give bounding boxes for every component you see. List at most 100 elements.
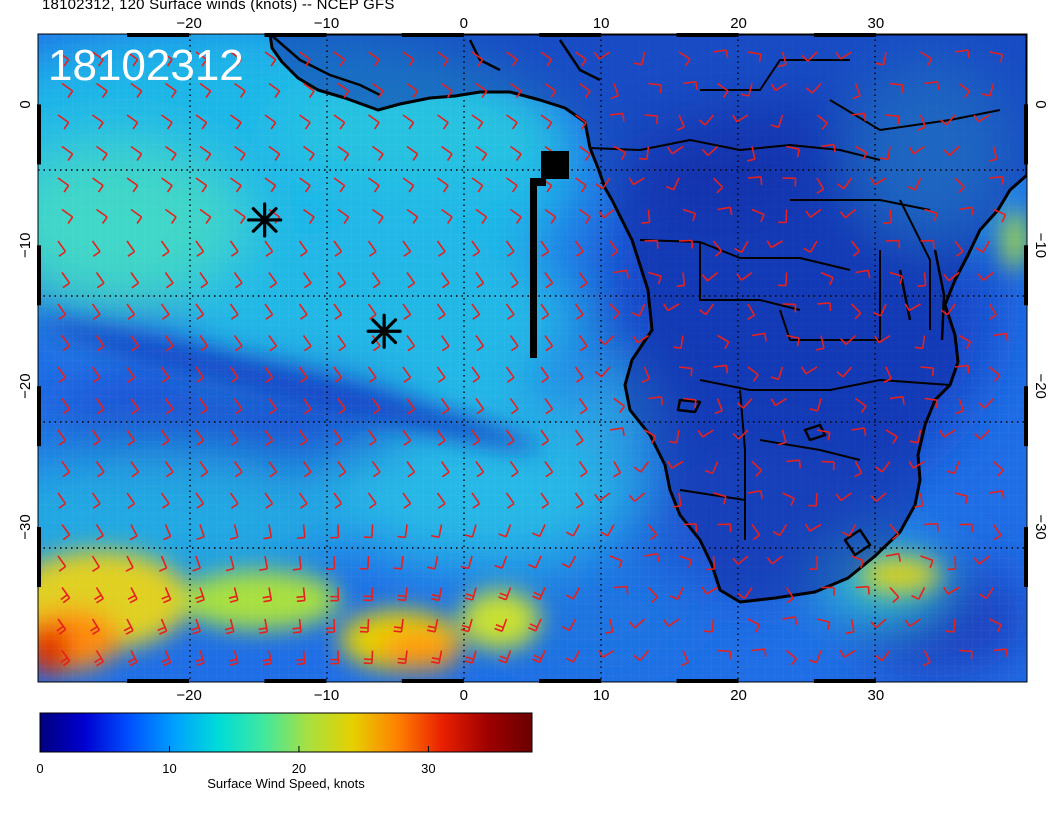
- wind-barb: [678, 366, 693, 377]
- wind-barb: [908, 460, 925, 469]
- wind-barb: [464, 650, 477, 664]
- wind-barb: [544, 208, 557, 224]
- wind-barb: [920, 51, 933, 67]
- wind-barb: [778, 51, 787, 68]
- wind-barb: [732, 555, 749, 565]
- wind-barb: [669, 587, 684, 601]
- wind-barb: [164, 335, 174, 352]
- wind-barb: [509, 461, 519, 478]
- wind-barb: [751, 460, 763, 477]
- wind-barb: [371, 461, 381, 478]
- wind-barb: [130, 82, 143, 98]
- colorbar-label: Surface Wind Speed, knots: [207, 776, 365, 791]
- wind-barb: [333, 240, 343, 257]
- wind-barb: [648, 82, 663, 94]
- wind-barb: [61, 398, 71, 415]
- wind-barb: [505, 303, 515, 320]
- frame-tick-left: [37, 104, 41, 165]
- wind-barb: [475, 145, 488, 161]
- lon-tick-label-top: −10: [314, 15, 339, 32]
- frame-tick-top: [264, 33, 327, 37]
- wind-barb: [161, 51, 173, 67]
- wind-barb: [57, 177, 70, 193]
- wind-barb: [920, 366, 935, 377]
- wind-barb: [737, 587, 753, 599]
- wind-barb: [638, 146, 650, 161]
- wind-barb: [262, 587, 273, 603]
- wind-barb: [855, 145, 868, 161]
- wind-barb: [475, 208, 488, 224]
- lon-labels-top: −20 −10 0 10 20 30: [176, 15, 884, 32]
- wind-barb: [157, 618, 168, 635]
- wind-barb: [667, 460, 684, 469]
- wind-barb: [402, 240, 412, 257]
- wind-barb: [736, 397, 753, 409]
- wind-barb: [263, 524, 273, 540]
- wind-barb: [471, 492, 481, 509]
- wind-barb: [228, 587, 239, 603]
- wind-barb: [199, 272, 209, 289]
- wind-barb: [575, 114, 587, 130]
- wind-barb: [426, 618, 439, 633]
- wind-barb: [264, 240, 274, 257]
- wind-barb: [259, 555, 269, 571]
- wind-barb: [732, 114, 749, 123]
- wind-barb: [874, 334, 891, 344]
- wind-barb: [889, 523, 900, 541]
- wind-barb: [191, 618, 201, 635]
- wind-barb: [92, 51, 104, 67]
- wind-barb: [770, 397, 787, 407]
- wind-barb: [782, 177, 797, 187]
- wind-barb: [302, 335, 312, 352]
- wind-barb: [978, 397, 995, 409]
- wind-barb: [91, 429, 101, 446]
- wind-barb: [333, 492, 343, 509]
- wind-barb: [165, 82, 177, 98]
- lon-tick-label-bottom: −20: [176, 687, 201, 704]
- wind-barb: [57, 114, 70, 130]
- wind-barb: [326, 618, 336, 633]
- frame-tick-bottom: [127, 679, 190, 683]
- wind-barb: [855, 269, 871, 279]
- wind-barb: [914, 335, 926, 350]
- wind-barb: [402, 177, 415, 193]
- forecast-track-marker: [530, 151, 569, 358]
- wind-barb: [130, 208, 143, 224]
- wind-barb: [943, 145, 960, 157]
- wind-barb: [471, 366, 481, 383]
- storm-marker-2: [366, 313, 402, 349]
- wind-barb: [126, 177, 139, 193]
- wind-barb: [91, 240, 101, 257]
- wind-barb: [233, 272, 243, 289]
- wind-barb: [544, 272, 554, 289]
- wind-barb: [574, 240, 584, 257]
- wind-barb: [199, 208, 212, 224]
- map-frame: [37, 33, 1028, 683]
- wind-barb: [747, 176, 763, 185]
- wind-barb: [680, 650, 690, 667]
- wind-barb: [717, 82, 729, 98]
- wind-barb: [333, 303, 343, 320]
- wind-barb: [402, 492, 412, 509]
- wind-barb: [368, 51, 380, 67]
- wind-barb: [367, 240, 377, 257]
- wind-barb: [230, 51, 242, 67]
- wind-barb: [958, 334, 972, 350]
- wind-barb: [229, 366, 239, 383]
- wind-barb: [471, 429, 481, 446]
- wind-barb: [954, 492, 969, 505]
- wind-barb: [61, 208, 74, 224]
- wind-barb: [993, 648, 1009, 658]
- wind-barb: [644, 429, 657, 444]
- wind-barb: [609, 555, 623, 569]
- wind-barb: [96, 82, 108, 98]
- frame-ticks: [37, 33, 1028, 683]
- wind-barb: [130, 398, 140, 415]
- wind-barb: [127, 587, 138, 604]
- lon-tick-label-bottom: 30: [868, 687, 885, 704]
- wind-barb: [701, 271, 719, 282]
- frame-tick-left: [37, 245, 41, 306]
- lon-tick-label-bottom: 20: [730, 687, 747, 704]
- lon-tick-label-top: 20: [730, 15, 747, 32]
- wind-barb: [672, 492, 682, 508]
